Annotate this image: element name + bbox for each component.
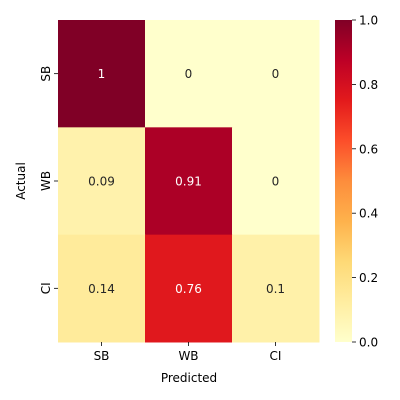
heatmap-cell bbox=[145, 127, 233, 236]
y-tick-label: WB bbox=[39, 171, 53, 191]
x-axis-ticks: SB WB CI bbox=[94, 341, 282, 363]
heatmap-cell-value: 0.76 bbox=[175, 282, 202, 296]
heatmap-cell-value: 0.91 bbox=[175, 174, 202, 188]
colorbar-ticks: 0.0 0.2 0.4 0.6 0.8 1.0 bbox=[352, 14, 378, 350]
heatmap-cell-value: 0 bbox=[272, 174, 280, 188]
colorbar-tick-label: 1.0 bbox=[359, 14, 378, 28]
heatmap-cell-value: 0 bbox=[272, 67, 280, 81]
heatmap-cell-value: 0.14 bbox=[88, 282, 115, 296]
heatmap-cell-value: 0.09 bbox=[88, 174, 115, 188]
heatmap-cell bbox=[58, 127, 146, 236]
colorbar-tick-label: 0.8 bbox=[359, 78, 378, 92]
x-tick-label: WB bbox=[178, 349, 198, 363]
colorbar-tick-label: 0.4 bbox=[359, 207, 378, 221]
heatmap-cell bbox=[58, 20, 146, 128]
heatmap-cell bbox=[232, 127, 320, 236]
heatmap-cell bbox=[58, 234, 146, 343]
x-tick-label: CI bbox=[270, 349, 282, 363]
y-axis-label: Actual bbox=[14, 162, 28, 200]
heatmap-cell-value: 1 bbox=[98, 67, 106, 81]
heatmap-cell bbox=[145, 234, 233, 343]
x-axis-label: Predicted bbox=[161, 371, 217, 385]
colorbar bbox=[335, 20, 352, 342]
y-tick-label: CI bbox=[39, 282, 53, 294]
heatmap-cell bbox=[232, 234, 320, 343]
heatmap-cell bbox=[145, 20, 233, 128]
colorbar-tick-label: 0.6 bbox=[359, 142, 378, 156]
colorbar-tick-label: 0.0 bbox=[359, 336, 378, 350]
heatmap-cell-value: 0.1 bbox=[266, 282, 285, 296]
heatmap-cells bbox=[58, 20, 320, 343]
y-tick-label: SB bbox=[39, 66, 53, 82]
heatmap-cell-labels: 1 0 0 0.09 0.91 0 0.14 0.76 0.1 bbox=[88, 67, 285, 296]
heatmap-cell bbox=[232, 20, 320, 128]
y-axis-ticks: SB WB CI bbox=[39, 66, 58, 294]
x-tick-label: SB bbox=[94, 349, 110, 363]
colorbar-tick-label: 0.2 bbox=[359, 271, 378, 285]
heatmap-cell-value: 0 bbox=[185, 67, 193, 81]
